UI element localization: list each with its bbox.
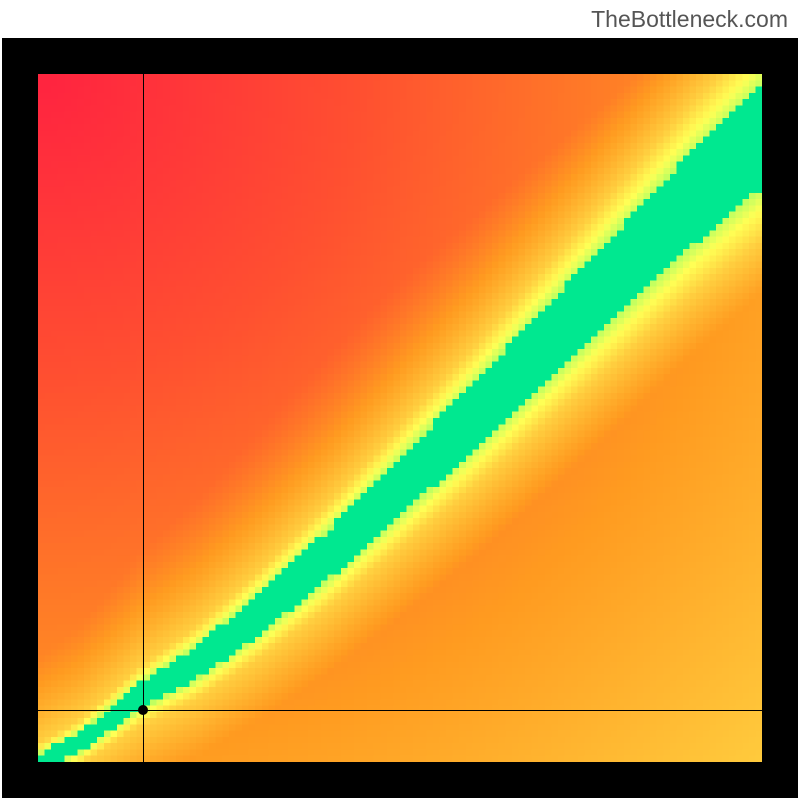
bottleneck-heatmap bbox=[38, 74, 762, 762]
crosshair-vertical bbox=[143, 74, 144, 762]
heatmap-plot-area bbox=[38, 74, 762, 762]
attribution-text: TheBottleneck.com bbox=[591, 6, 788, 33]
